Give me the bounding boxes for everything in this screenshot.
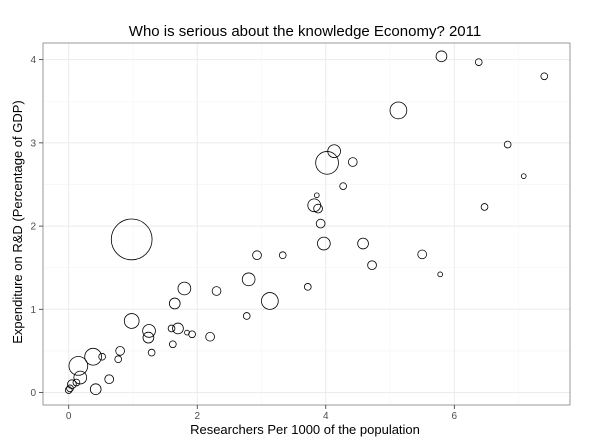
data-point (242, 312, 251, 320)
data-point (142, 331, 155, 344)
data-point (435, 50, 448, 63)
data-point (540, 72, 549, 81)
x-tick-label: 4 (323, 411, 329, 422)
data-point (261, 292, 279, 310)
data-point (347, 157, 358, 167)
data-point (67, 379, 77, 389)
y-tick-label: 2 (30, 222, 36, 233)
chart-title: Who is serious about the knowledge Econo… (129, 23, 481, 40)
data-point (315, 151, 339, 175)
data-point (167, 324, 176, 333)
data-point (142, 324, 156, 338)
y-tick-label: 0 (30, 388, 36, 399)
data-point (177, 281, 192, 296)
grid-lines (43, 43, 570, 405)
data-point (89, 383, 102, 395)
data-point (68, 356, 89, 376)
data-point (98, 352, 106, 361)
data-point (503, 140, 512, 149)
y-axis-label: Expenditure on R&D (Percentage of GDP) (10, 100, 25, 344)
data-point (315, 218, 326, 229)
data-point (417, 249, 427, 260)
x-tick-label: 2 (194, 411, 200, 422)
x-axis-label: Researchers Per 1000 of the population (190, 422, 420, 437)
data-point (520, 173, 527, 179)
data-point (115, 346, 125, 356)
data-point (357, 237, 369, 250)
data-point (252, 250, 262, 261)
data-point (211, 286, 222, 296)
data-point (327, 144, 341, 158)
x-tick-label: 6 (452, 411, 458, 422)
y-tick-label: 4 (30, 55, 36, 66)
y-tick-label: 3 (30, 138, 36, 149)
x-tick-label: 0 (66, 411, 72, 422)
data-point (474, 58, 483, 66)
plot-panel-border (42, 42, 571, 406)
data-point (188, 330, 196, 339)
data-point (241, 272, 256, 287)
y-tick-label: 1 (30, 305, 36, 316)
data-point (480, 203, 489, 211)
data-point (317, 236, 331, 251)
data-point (313, 203, 323, 214)
data-point (389, 101, 408, 120)
data-point (84, 347, 102, 366)
data-point (168, 297, 181, 310)
data-point (110, 218, 153, 261)
data-point (307, 198, 322, 213)
data-point (147, 348, 156, 357)
data-point (437, 271, 443, 278)
data-point (339, 182, 347, 190)
data-point (73, 370, 88, 385)
data-point (114, 355, 122, 364)
data-point (123, 313, 140, 329)
axes: 0 2 4 6 0 1 2 3 4 (30, 42, 571, 422)
data-point (303, 283, 312, 291)
data-points (64, 50, 549, 395)
data-point (278, 251, 287, 260)
data-point (205, 331, 215, 342)
data-point (313, 192, 320, 199)
data-point (64, 386, 73, 394)
data-point (72, 378, 81, 387)
data-point (104, 374, 114, 385)
data-point (367, 260, 377, 270)
data-point (172, 322, 184, 335)
data-point (169, 340, 177, 349)
